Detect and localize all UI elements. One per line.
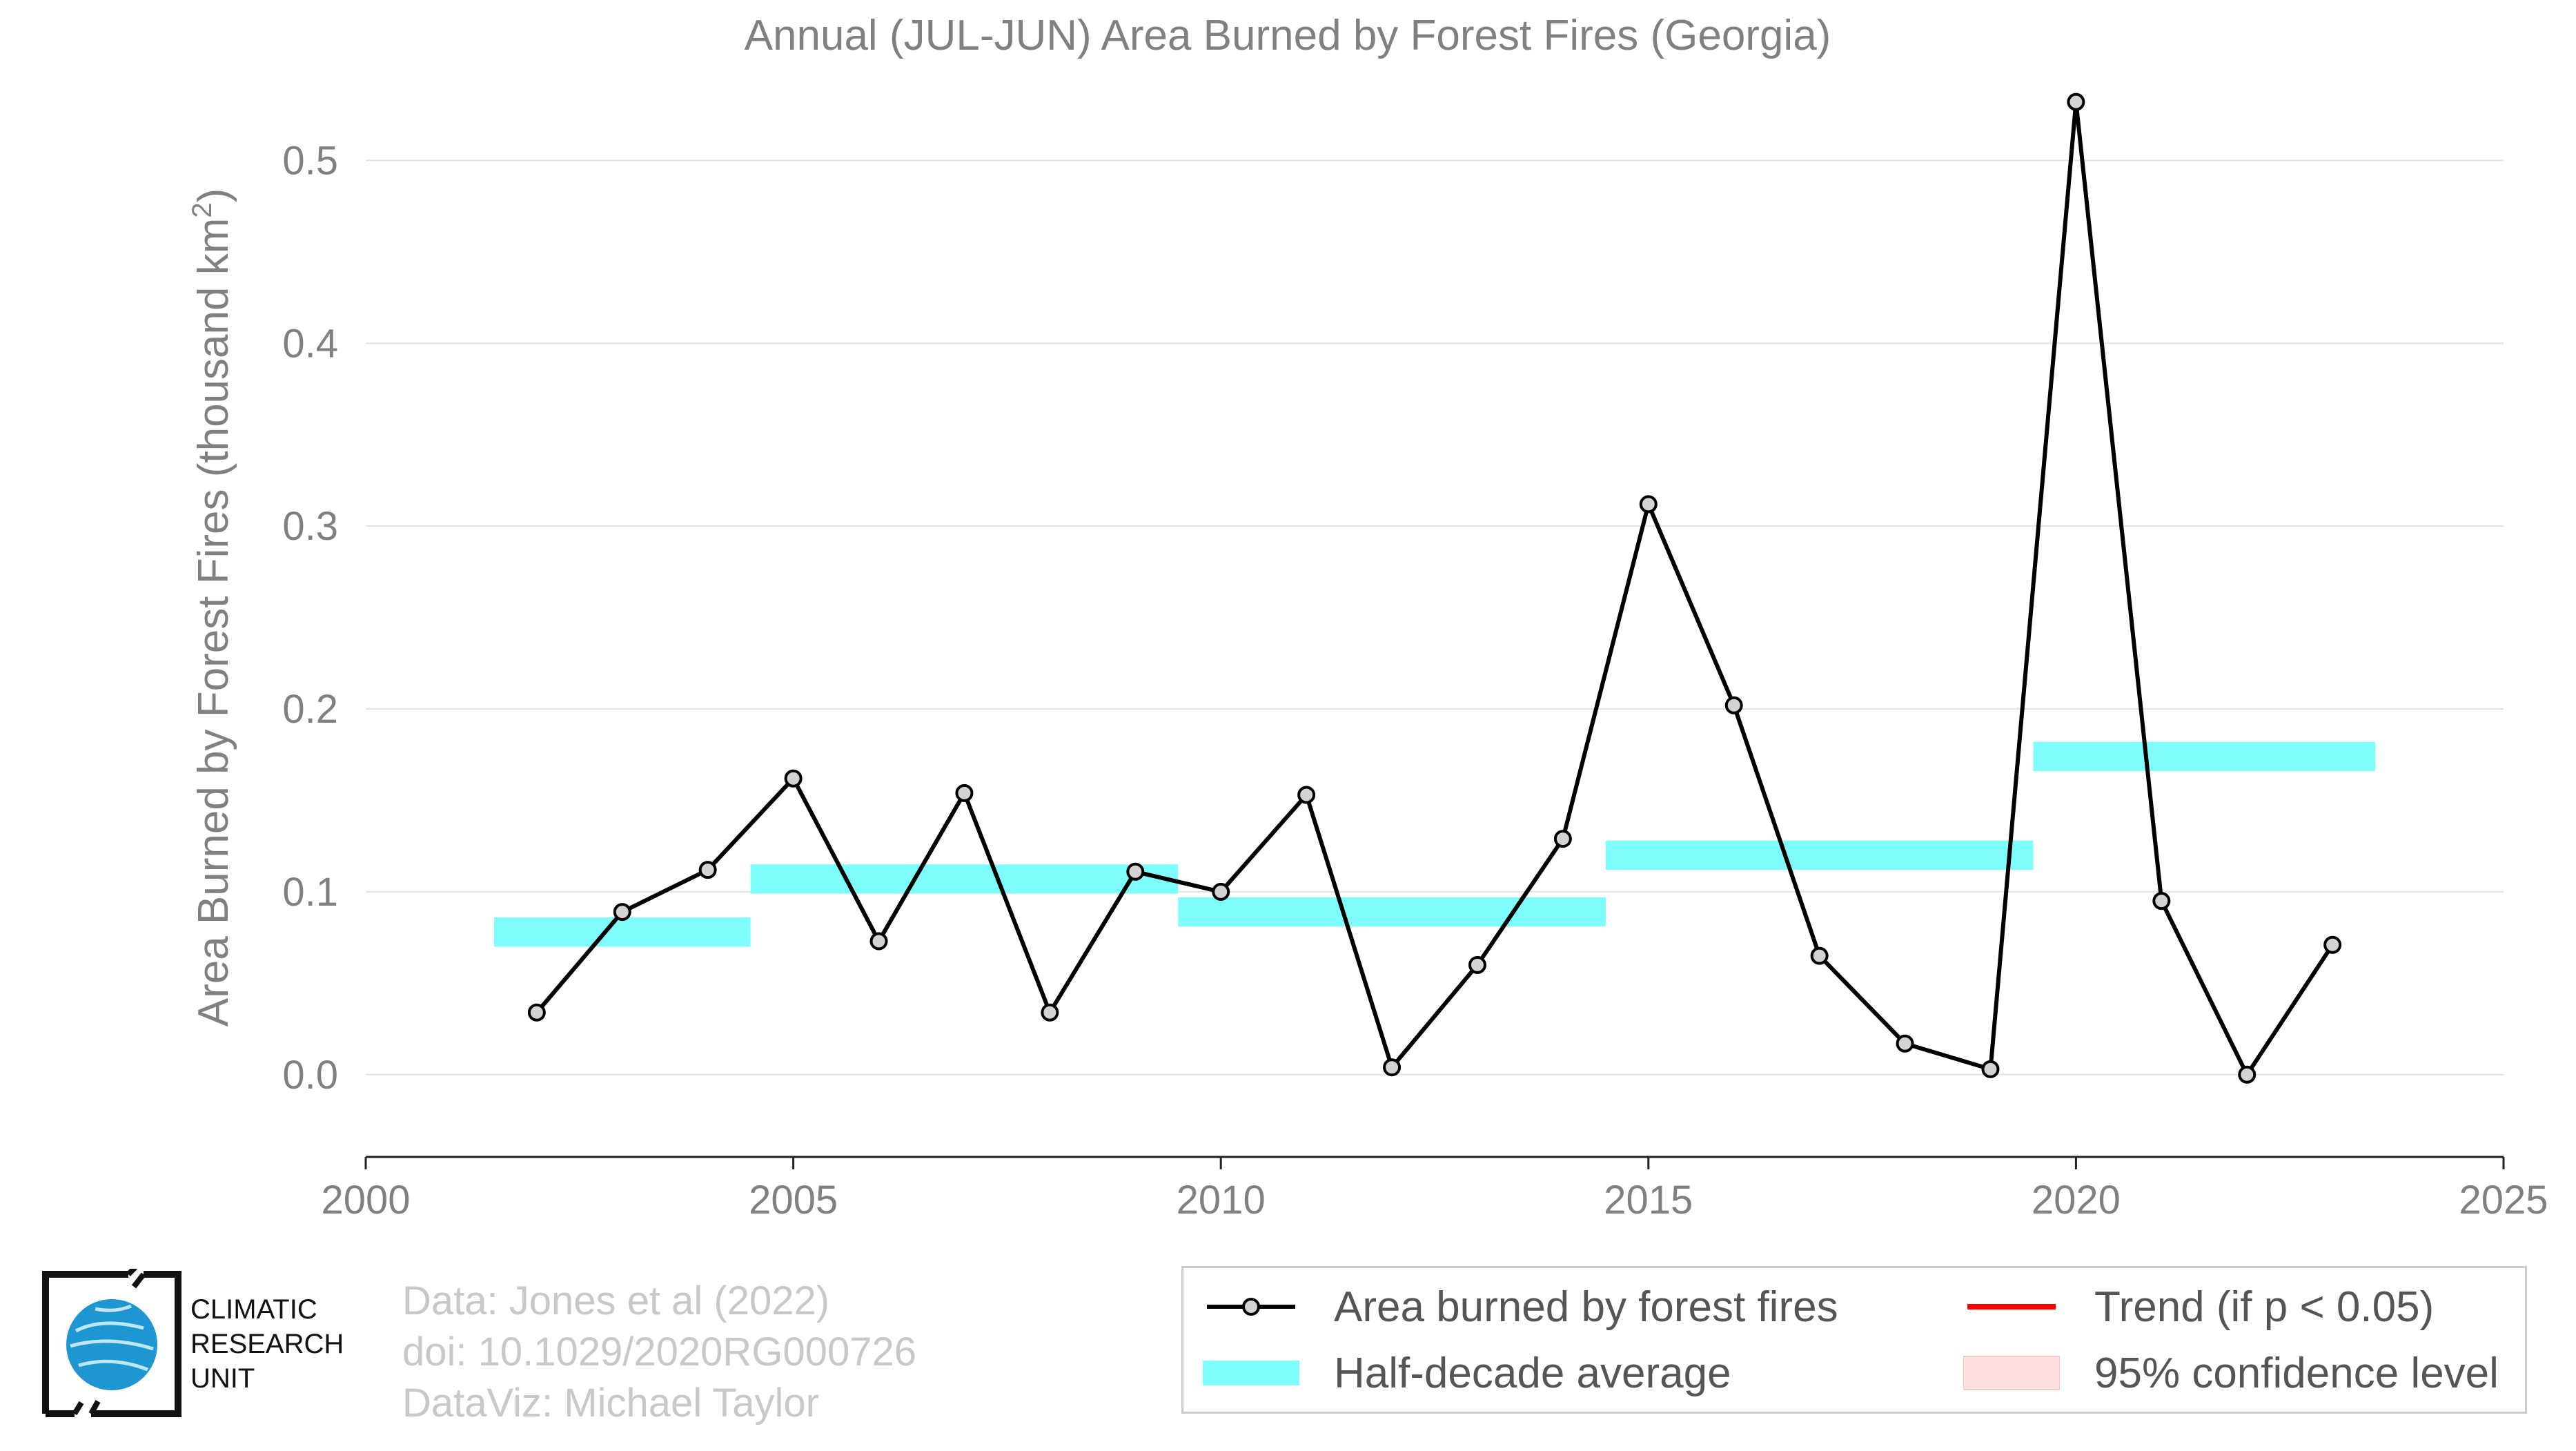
data-point xyxy=(1896,1034,1914,1053)
credit-doi: doi: 10.1029/2020RG000726 xyxy=(402,1330,916,1374)
logo-line-3: UNIT xyxy=(190,1363,255,1394)
data-point xyxy=(1041,1003,1059,1022)
data-point xyxy=(1810,946,1829,965)
legend-band-icon xyxy=(1203,1361,1299,1385)
data-point xyxy=(2323,935,2342,954)
cru-logo: CLIMATIC RESEARCH UNIT xyxy=(40,1269,364,1421)
gridlines xyxy=(366,159,2504,1075)
legend-item-trend: Trend (if p < 0.05) xyxy=(1963,1279,2434,1334)
y-tick-label: 0.5 xyxy=(282,138,338,183)
legend-item-half-decade: Half-decade average xyxy=(1203,1345,1731,1401)
data-point xyxy=(1297,786,1316,804)
data-point xyxy=(1212,882,1230,901)
data-point xyxy=(698,861,717,879)
y-tick-labels: 0.0 0.1 0.2 0.3 0.4 0.5 xyxy=(282,138,338,1097)
y-tick-label: 0.0 xyxy=(282,1053,338,1098)
half-decade-band xyxy=(1178,897,1606,927)
data-point xyxy=(1383,1058,1402,1077)
data-point xyxy=(1724,696,1743,714)
area-burned-line xyxy=(535,99,2334,1077)
data-point xyxy=(784,769,803,788)
data-point xyxy=(613,903,631,922)
x-tick-label: 2015 xyxy=(1604,1178,1693,1223)
legend-label-confidence: 95% confidence level xyxy=(2094,1349,2499,1397)
half-decade-average-series xyxy=(493,741,2376,947)
legend-line-marker-icon xyxy=(1207,1298,1295,1316)
chart-title: Annual (JUL-JUN) Area Burned by Forest F… xyxy=(745,12,1831,59)
y-tick-label: 0.3 xyxy=(282,504,338,549)
data-point xyxy=(869,932,888,951)
data-credits: Data: Jones et al (2022) doi: 10.1029/20… xyxy=(402,1276,916,1429)
data-point xyxy=(955,783,974,802)
legend-label-half-decade: Half-decade average xyxy=(1334,1349,1731,1397)
data-point xyxy=(1981,1060,2000,1078)
legend: Area burned by forest fires Trend (if p … xyxy=(1181,1266,2527,1414)
x-tick-label: 2010 xyxy=(1177,1178,1266,1223)
legend-item-confidence: 95% confidence level xyxy=(1963,1345,2499,1401)
data-point xyxy=(1639,495,1658,514)
legend-label-trend: Trend (if p < 0.05) xyxy=(2094,1283,2435,1331)
x-tick-label: 2020 xyxy=(2032,1178,2121,1223)
credit-dataviz: DataViz: Michael Taylor xyxy=(402,1381,819,1425)
y-axis-label: Area Burned by Forest Fires (thousand km… xyxy=(187,188,237,1027)
legend-confidence-patch-icon xyxy=(1963,1356,2060,1390)
y-tick-label: 0.2 xyxy=(282,687,338,732)
data-point xyxy=(1126,862,1145,881)
cru-globe-icon xyxy=(42,1269,181,1417)
area-burned-series xyxy=(527,92,2342,1084)
credit-data-source: Data: Jones et al (2022) xyxy=(402,1278,830,1323)
x-tick-labels: 2000 2005 2010 2015 2020 2025 xyxy=(321,1178,2548,1223)
half-decade-band xyxy=(2033,741,2376,772)
data-point xyxy=(2152,892,2171,910)
half-decade-band xyxy=(1605,840,2034,870)
x-tick-label: 2005 xyxy=(749,1178,838,1223)
x-axis xyxy=(364,1156,2505,1169)
legend-item-area-burned: Area burned by forest fires xyxy=(1203,1279,1838,1334)
data-point xyxy=(2238,1065,2257,1084)
y-tick-label: 0.4 xyxy=(282,321,338,366)
half-decade-band xyxy=(493,917,751,947)
x-tick-label: 2000 xyxy=(321,1178,410,1223)
logo-line-1: CLIMATIC xyxy=(190,1294,317,1325)
cru-logo-text: CLIMATIC RESEARCH UNIT xyxy=(190,1292,344,1396)
legend-label-area-burned: Area burned by forest fires xyxy=(1334,1283,1838,1331)
y-tick-label: 0.1 xyxy=(282,870,338,915)
half-decade-band xyxy=(750,864,1179,894)
data-point xyxy=(527,1003,546,1022)
legend-trend-line-icon xyxy=(1967,1304,2056,1309)
data-point xyxy=(1553,830,1572,848)
data-point xyxy=(2067,92,2085,111)
data-point xyxy=(1468,955,1486,974)
x-tick-label: 2025 xyxy=(2459,1178,2548,1223)
logo-line-2: RESEARCH xyxy=(190,1329,344,1359)
